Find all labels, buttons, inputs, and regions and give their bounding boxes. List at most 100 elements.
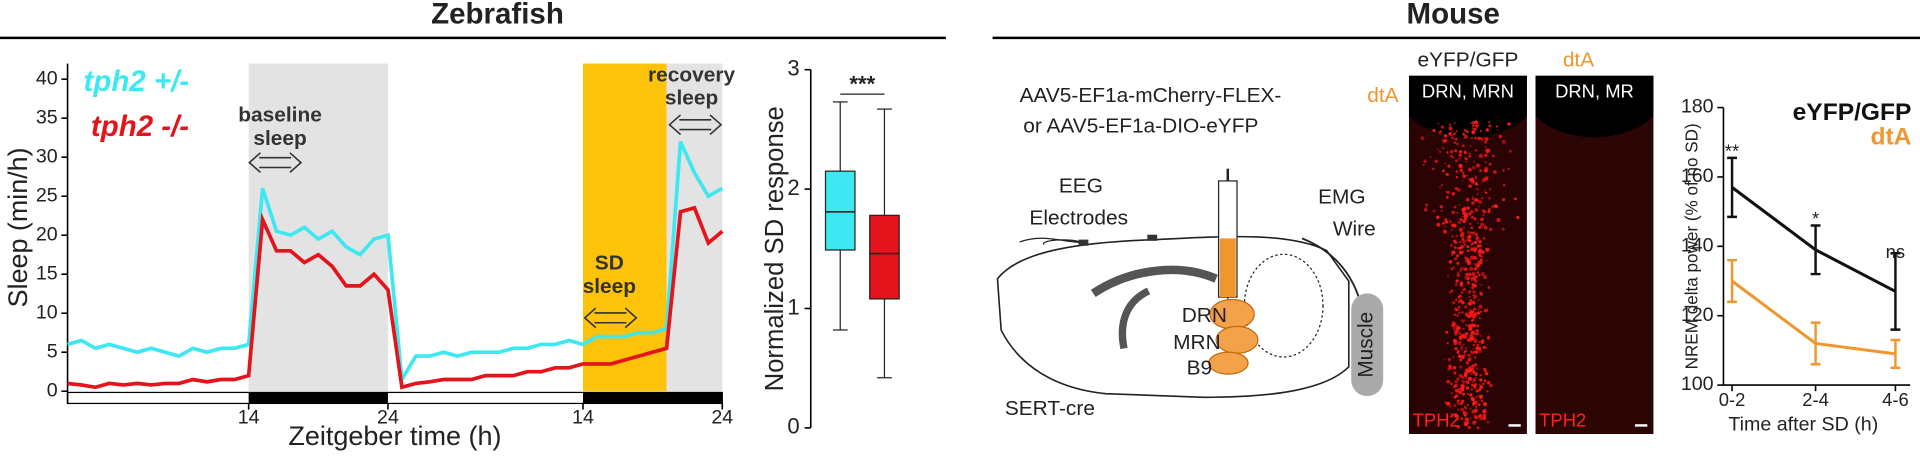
cell	[1477, 325, 1479, 328]
cell	[1460, 345, 1463, 349]
cell	[1466, 130, 1469, 133]
cell	[1489, 227, 1493, 232]
annotation: sleep	[583, 275, 636, 298]
cell	[1473, 378, 1476, 380]
cell	[1468, 369, 1472, 373]
legend-entry: eYFP/GFP	[1793, 99, 1912, 126]
cell	[1425, 203, 1429, 207]
cell	[1483, 402, 1487, 406]
cell	[1466, 276, 1470, 280]
cell	[1455, 313, 1459, 318]
cell	[1483, 225, 1488, 230]
cell	[1449, 220, 1452, 223]
cell	[1475, 267, 1478, 270]
cell	[1479, 378, 1483, 382]
cell	[1481, 209, 1484, 212]
cell	[1478, 273, 1481, 277]
cell	[1468, 315, 1471, 318]
cell	[1452, 356, 1455, 359]
cell	[1469, 308, 1472, 311]
y-tick-label: 2	[787, 175, 799, 200]
cell	[1475, 163, 1480, 168]
cell	[1452, 338, 1458, 344]
cell	[1472, 124, 1475, 127]
cell	[1468, 239, 1472, 243]
cell	[1453, 121, 1456, 124]
cell	[1474, 400, 1479, 405]
cell	[1468, 152, 1471, 155]
cell	[1447, 358, 1451, 362]
cell	[1455, 187, 1458, 190]
cell	[1445, 330, 1449, 334]
series-line	[1731, 279, 1896, 356]
cell	[1471, 195, 1474, 198]
cell	[1474, 241, 1478, 244]
cell	[1465, 421, 1469, 425]
cell	[1478, 248, 1483, 253]
cell	[1468, 154, 1471, 158]
cell	[1446, 151, 1449, 154]
cell	[1476, 426, 1480, 430]
cell	[1461, 384, 1466, 389]
image-region: DRN, MRN	[1422, 81, 1514, 102]
cell	[1473, 217, 1477, 221]
cell	[1454, 384, 1458, 388]
cell	[1476, 193, 1479, 196]
series-line	[67, 140, 724, 386]
cell	[1470, 277, 1473, 280]
cell	[1485, 191, 1488, 194]
cell	[1463, 405, 1467, 409]
cell	[1460, 348, 1463, 351]
shaded-period	[248, 63, 388, 392]
cell	[1471, 197, 1474, 201]
cell	[1470, 255, 1475, 260]
cell	[1461, 144, 1465, 148]
double-arrow	[668, 114, 723, 136]
brain-structure	[1090, 265, 1218, 297]
cell	[1462, 328, 1465, 330]
cell	[1476, 332, 1479, 336]
cell	[1458, 390, 1462, 395]
brain-outline	[996, 235, 1350, 399]
y-tick-label: 120	[1681, 304, 1714, 326]
image-stain: TPH2	[1539, 410, 1586, 431]
cell	[1468, 261, 1472, 265]
cell	[1473, 379, 1476, 382]
cell	[1468, 184, 1472, 188]
cell	[1462, 226, 1465, 229]
cell	[1445, 195, 1449, 199]
cell	[1459, 268, 1463, 272]
mouse-diagram: AAV5-EF1a-mCherry-FLEX- dtA or AAV5-EF1a…	[996, 84, 1399, 420]
cell	[1478, 388, 1482, 392]
image-ventricle	[1535, 75, 1654, 138]
y-axis-label: Normalized SD response	[761, 106, 789, 391]
cell	[1470, 372, 1473, 375]
cell	[1474, 148, 1478, 152]
series-line	[1731, 186, 1897, 293]
cell	[1439, 186, 1441, 189]
cell	[1472, 290, 1476, 294]
nucleus	[1215, 325, 1259, 354]
cell	[1471, 216, 1474, 219]
cell	[1458, 311, 1461, 314]
cell	[1446, 342, 1449, 345]
cell	[1446, 190, 1450, 195]
cell	[1482, 409, 1487, 414]
cell	[1477, 260, 1482, 265]
cell	[1477, 403, 1481, 406]
cell	[1464, 349, 1468, 353]
cell	[1484, 404, 1487, 407]
image-stain: TPH2	[1413, 410, 1460, 431]
cell	[1471, 137, 1473, 139]
y-tick-label: 160	[1681, 165, 1714, 187]
y-tick-label: 0	[47, 379, 58, 401]
cell	[1486, 390, 1489, 393]
cell	[1457, 308, 1460, 311]
scale-bar	[1635, 424, 1648, 427]
cell	[1452, 266, 1456, 269]
cell	[1420, 136, 1425, 141]
cell	[1455, 329, 1460, 333]
cell	[1488, 162, 1492, 166]
cell	[1442, 229, 1447, 234]
electrode	[1078, 239, 1089, 246]
